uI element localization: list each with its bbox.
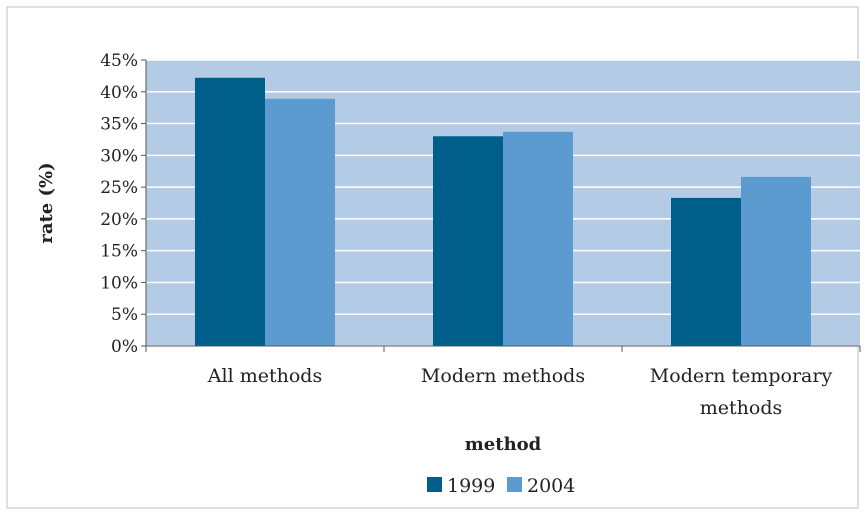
bar-2004-1 (503, 131, 573, 346)
y-tick-label: 25% (100, 178, 138, 198)
x-tick-label: All methods (207, 365, 322, 387)
y-tick-label: 5% (111, 305, 138, 325)
bars (195, 77, 811, 346)
y-tick-label: 15% (100, 242, 138, 262)
x-tick-labels: All methods Modern methods Modern temporar… (207, 365, 833, 419)
y-tick-label: 0% (111, 337, 138, 357)
axes (141, 59, 861, 352)
y-axis-title: rate (%) (36, 162, 57, 243)
bar-2004-2 (741, 176, 811, 346)
legend-swatch-2004 (507, 477, 522, 492)
y-tick-label: 40% (100, 83, 138, 103)
x-tick-label: Modern temporary methods (650, 365, 833, 419)
legend-label-1999: 1999 (447, 475, 495, 497)
bar-1999-0 (195, 77, 265, 346)
y-tick-label: 35% (100, 115, 138, 135)
y-tick-labels: 0% 5% 10% 15% 20% 25% 30% 35% 40% 45% (100, 51, 138, 357)
y-tick-label: 20% (100, 210, 138, 230)
x-tick-label: Modern methods (421, 365, 585, 387)
bar-1999-1 (433, 136, 503, 346)
bar-2004-0 (265, 98, 335, 346)
x-axis-title: method (465, 434, 542, 455)
bar-1999-2 (671, 197, 741, 346)
y-tick-label: 10% (100, 273, 138, 293)
legend-swatch-1999 (427, 477, 442, 492)
y-tick-label: 45% (100, 51, 138, 71)
legend: 1999 2004 (427, 475, 575, 497)
legend-label-2004: 2004 (527, 475, 575, 497)
y-tick-label: 30% (100, 146, 138, 166)
